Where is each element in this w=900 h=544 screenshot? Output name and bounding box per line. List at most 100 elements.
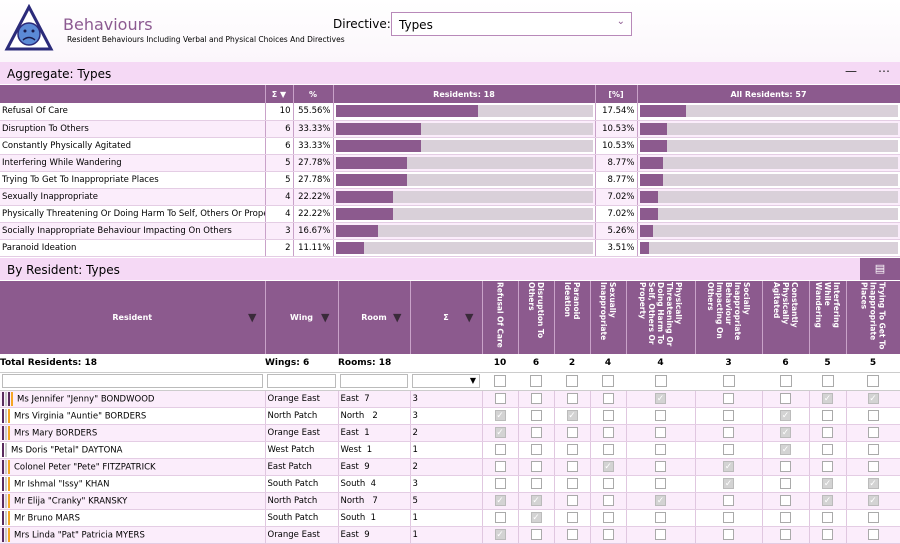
- type-checkbox[interactable]: [590, 509, 627, 527]
- filter-sigma[interactable]: ▼: [410, 372, 482, 391]
- type-checkbox[interactable]: [762, 458, 810, 476]
- type-checkbox[interactable]: [846, 509, 900, 527]
- type-checkbox[interactable]: [762, 390, 810, 408]
- type-checkbox[interactable]: [695, 407, 763, 425]
- column-header-type[interactable]: Physically Threatening Or Doing Harm To …: [626, 281, 696, 354]
- type-checkbox[interactable]: [518, 407, 555, 425]
- filter-room[interactable]: [338, 372, 410, 391]
- type-checkbox[interactable]: [554, 458, 591, 476]
- type-checkbox[interactable]: [809, 526, 847, 544]
- type-checkbox[interactable]: [626, 509, 696, 527]
- type-checkbox[interactable]: [518, 441, 555, 459]
- type-filter-checkbox[interactable]: [626, 372, 695, 391]
- resident-row[interactable]: Colonel Peter "Pete" FITZPATRICK East Pat…: [0, 458, 900, 476]
- type-checkbox[interactable]: [846, 441, 900, 459]
- aggregate-row[interactable]: Paranoid Ideation 2 11.11% 3.51%: [0, 239, 900, 257]
- type-checkbox[interactable]: [809, 458, 847, 476]
- type-checkbox[interactable]: [518, 526, 555, 544]
- aggregate-row[interactable]: Sexually Inappropriate 4 22.22% 7.02%: [0, 188, 900, 206]
- column-header-type[interactable]: Disruption To Others: [518, 281, 555, 354]
- type-checkbox[interactable]: ✓: [762, 424, 810, 442]
- resident-name-cell[interactable]: Ms Jennifer "Jenny" BONDWOOD: [0, 390, 266, 408]
- resident-row[interactable]: Ms Doris "Petal" DAYTONA West Patch West 1…: [0, 441, 900, 459]
- type-checkbox[interactable]: [762, 492, 810, 510]
- type-checkbox[interactable]: [626, 424, 696, 442]
- resident-name-cell[interactable]: Mr Bruno MARS: [0, 509, 266, 527]
- type-checkbox[interactable]: ✓: [626, 492, 696, 510]
- type-checkbox[interactable]: [809, 407, 847, 425]
- type-checkbox[interactable]: ✓: [809, 492, 847, 510]
- column-header-type[interactable]: Refusal Of Care: [482, 281, 519, 354]
- layout-toggle-icon[interactable]: ▤: [860, 258, 900, 280]
- type-checkbox[interactable]: [626, 475, 696, 493]
- resident-row[interactable]: Mr Elija "Cranky" KRANSKY North Patch Nort…: [0, 492, 900, 510]
- type-checkbox[interactable]: [626, 407, 696, 425]
- type-checkbox[interactable]: ✓: [518, 492, 555, 510]
- type-checkbox[interactable]: [695, 441, 763, 459]
- aggregate-row[interactable]: Interfering While Wandering 5 27.78% 8.77%: [0, 154, 900, 172]
- minimize-icon[interactable]: —: [845, 64, 857, 78]
- type-checkbox[interactable]: [554, 526, 591, 544]
- type-checkbox[interactable]: [626, 458, 696, 476]
- type-checkbox[interactable]: [809, 509, 847, 527]
- type-checkbox[interactable]: [482, 458, 519, 476]
- filter-icon[interactable]: ▼: [248, 311, 257, 324]
- type-checkbox[interactable]: ✓: [590, 458, 627, 476]
- resident-row[interactable]: Mrs Linda "Pat" Patricia MYERS Orange Eas…: [0, 526, 900, 544]
- type-checkbox[interactable]: [846, 458, 900, 476]
- type-checkbox[interactable]: [695, 390, 763, 408]
- type-checkbox[interactable]: ✓: [695, 458, 763, 476]
- type-checkbox[interactable]: [590, 492, 627, 510]
- aggregate-header-all[interactable]: All Residents: 57: [637, 85, 900, 103]
- type-checkbox[interactable]: [590, 424, 627, 442]
- column-header-type[interactable]: Socially Inappropriate Behaviour Impacti…: [695, 281, 763, 354]
- column-header-sigma[interactable]: Σ ▼: [410, 281, 483, 354]
- type-filter-checkbox[interactable]: [809, 372, 846, 391]
- type-checkbox[interactable]: [695, 526, 763, 544]
- type-checkbox[interactable]: [554, 509, 591, 527]
- type-checkbox[interactable]: [482, 441, 519, 459]
- type-checkbox[interactable]: [590, 407, 627, 425]
- type-checkbox[interactable]: [809, 441, 847, 459]
- type-checkbox[interactable]: [482, 390, 519, 408]
- type-checkbox[interactable]: ✓: [846, 492, 900, 510]
- type-checkbox[interactable]: ✓: [695, 475, 763, 493]
- type-checkbox[interactable]: [809, 424, 847, 442]
- resident-name-cell[interactable]: Colonel Peter "Pete" FITZPATRICK: [0, 458, 266, 476]
- resident-row[interactable]: Ms Jennifer "Jenny" BONDWOOD Orange East E…: [0, 390, 900, 408]
- column-header-type[interactable]: Paranoid Ideation: [554, 281, 591, 354]
- type-checkbox[interactable]: [846, 526, 900, 544]
- column-header-type[interactable]: Sexually Inappropriate: [590, 281, 627, 354]
- type-checkbox[interactable]: ✓: [518, 509, 555, 527]
- type-checkbox[interactable]: ✓: [482, 492, 519, 510]
- dropdown-arrow-icon[interactable]: ▼: [469, 376, 476, 385]
- aggregate-header-pct[interactable]: %: [293, 85, 334, 103]
- type-checkbox[interactable]: [554, 441, 591, 459]
- resident-row[interactable]: Mrs Mary BORDERS Orange East East 1 2 ✓ ✓: [0, 424, 900, 442]
- resident-row[interactable]: Mrs Virginia "Auntie" BORDERS North Patch…: [0, 407, 900, 425]
- type-checkbox[interactable]: ✓: [809, 390, 847, 408]
- column-header-type[interactable]: Trying To Get To Inappropriate Places: [846, 281, 900, 354]
- aggregate-header-residents[interactable]: Residents: 18: [333, 85, 596, 103]
- aggregate-row[interactable]: Physically Threatening Or Doing Harm To …: [0, 205, 900, 223]
- type-filter-checkbox[interactable]: [554, 372, 590, 391]
- type-checkbox[interactable]: [590, 441, 627, 459]
- type-checkbox[interactable]: [695, 424, 763, 442]
- resident-name-cell[interactable]: Mrs Virginia "Auntie" BORDERS: [0, 407, 266, 425]
- type-checkbox[interactable]: [554, 390, 591, 408]
- type-filter-checkbox[interactable]: [590, 372, 626, 391]
- resident-row[interactable]: Mr Bruno MARS South Patch South 1 1 ✓: [0, 509, 900, 527]
- resident-name-cell[interactable]: Mr Ishmal "Issy" KHAN: [0, 475, 266, 493]
- type-checkbox[interactable]: [482, 475, 519, 493]
- more-options-icon[interactable]: ⋯: [878, 64, 890, 78]
- type-checkbox[interactable]: ✓: [482, 407, 519, 425]
- aggregate-header-sigma[interactable]: Σ ▼: [265, 85, 294, 103]
- type-checkbox[interactable]: [626, 441, 696, 459]
- type-checkbox[interactable]: ✓: [846, 475, 900, 493]
- type-filter-checkbox[interactable]: [518, 372, 554, 391]
- type-filter-checkbox[interactable]: [846, 372, 900, 391]
- filter-icon[interactable]: ▼: [321, 311, 330, 324]
- type-checkbox[interactable]: [626, 526, 696, 544]
- directive-select[interactable]: Types ⌄: [391, 12, 632, 36]
- type-checkbox[interactable]: [762, 526, 810, 544]
